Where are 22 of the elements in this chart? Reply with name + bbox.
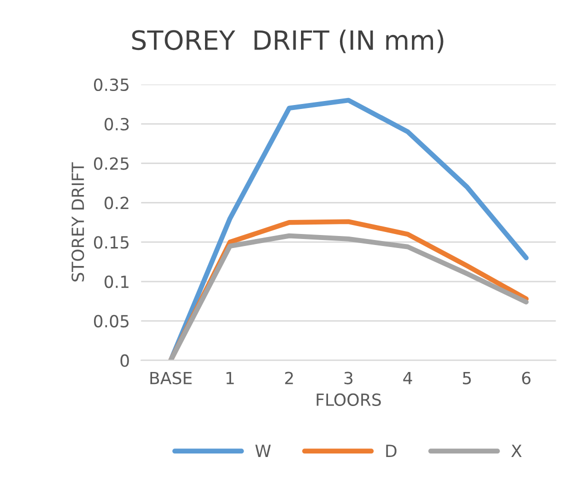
- y-axis-title: STOREY DRIFT: [72, 162, 84, 282]
- y-tick-label: 0.05: [94, 314, 129, 328]
- x-tick-label: 1: [226, 372, 234, 384]
- y-tick-label: 0.25: [94, 157, 129, 170]
- y-tick-label: 0: [120, 354, 129, 367]
- y-tick-label: 0.3: [104, 118, 129, 130]
- line-series: [168, 98, 529, 360]
- x-tick-label: BASE: [150, 372, 192, 384]
- y-tick-label: 0.2: [104, 196, 128, 210]
- legend-label: X: [511, 444, 522, 457]
- y-tick-label: 0.15: [94, 236, 129, 249]
- y-tick-label: 0.1: [104, 275, 128, 288]
- y-tick-label: 0.35: [94, 78, 129, 92]
- x-tick-label: 5: [462, 372, 471, 384]
- legend-label: W: [255, 444, 271, 457]
- chart-title: STOREY DRIFT (IN mm): [132, 30, 444, 54]
- x-axis-title: FLOORS: [316, 393, 381, 406]
- x-tick-label: 3: [344, 372, 352, 384]
- x-tick-label: 2: [285, 372, 293, 384]
- x-tick-label: 6: [522, 372, 530, 384]
- legend-label: D: [386, 444, 396, 457]
- x-tick-label: 4: [403, 372, 412, 384]
